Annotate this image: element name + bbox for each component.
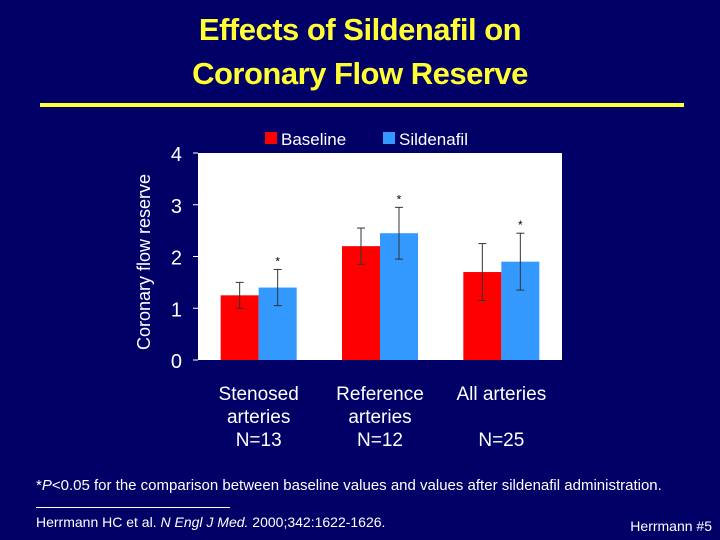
- footnote-divider: [36, 507, 230, 508]
- footnote: *P<0.05 for the comparison between basel…: [36, 477, 662, 494]
- x-tick-label: N=13: [236, 430, 282, 451]
- significance-marker: *: [275, 254, 280, 268]
- bar-baseline-1: [342, 246, 380, 360]
- footnote-text: <0.05 for the comparison between baselin…: [51, 477, 662, 494]
- x-tick-label: arteries: [348, 407, 411, 428]
- y-tick-label: 1: [171, 299, 182, 321]
- x-tick-label: Reference: [336, 384, 424, 405]
- y-axis-title: Coronary flow reserve: [134, 174, 154, 350]
- y-tick-label: 3: [171, 196, 182, 218]
- citation-journal: N Engl J Med.: [160, 514, 249, 530]
- x-tick-label: arteries: [227, 407, 290, 428]
- y-tick-label: 2: [171, 248, 182, 270]
- x-tick-label: N=12: [357, 430, 403, 451]
- slide-number: Herrmann #5: [630, 518, 712, 534]
- legend-swatch-sildenafil: [383, 132, 395, 144]
- legend-label-sildenafil: Sildenafil: [399, 130, 468, 149]
- legend-label-baseline: Baseline: [281, 130, 346, 149]
- citation-details: 2000;342:1622-1626.: [248, 514, 386, 530]
- slide-title-line-2: Coronary Flow Reserve: [192, 56, 528, 91]
- slide-title-line-1: Effects of Sildenafil on: [198, 12, 522, 47]
- significance-marker: *: [397, 192, 402, 206]
- title-underline: [40, 103, 684, 107]
- significance-marker: *: [518, 218, 523, 232]
- footnote-p: P: [41, 477, 52, 494]
- footnote-star: *: [36, 477, 42, 494]
- citation: Herrmann HC et al. N Engl J Med. 2000;34…: [36, 514, 385, 530]
- x-tick-label: N=25: [478, 430, 524, 451]
- y-tick-label: 4: [171, 144, 182, 166]
- legend-swatch-baseline: [265, 132, 277, 144]
- x-tick-label: All arteries: [456, 384, 546, 405]
- y-tick-label: 0: [171, 351, 182, 373]
- citation-authors: Herrmann HC et al.: [36, 514, 161, 530]
- x-tick-label: Stenosed: [219, 384, 299, 405]
